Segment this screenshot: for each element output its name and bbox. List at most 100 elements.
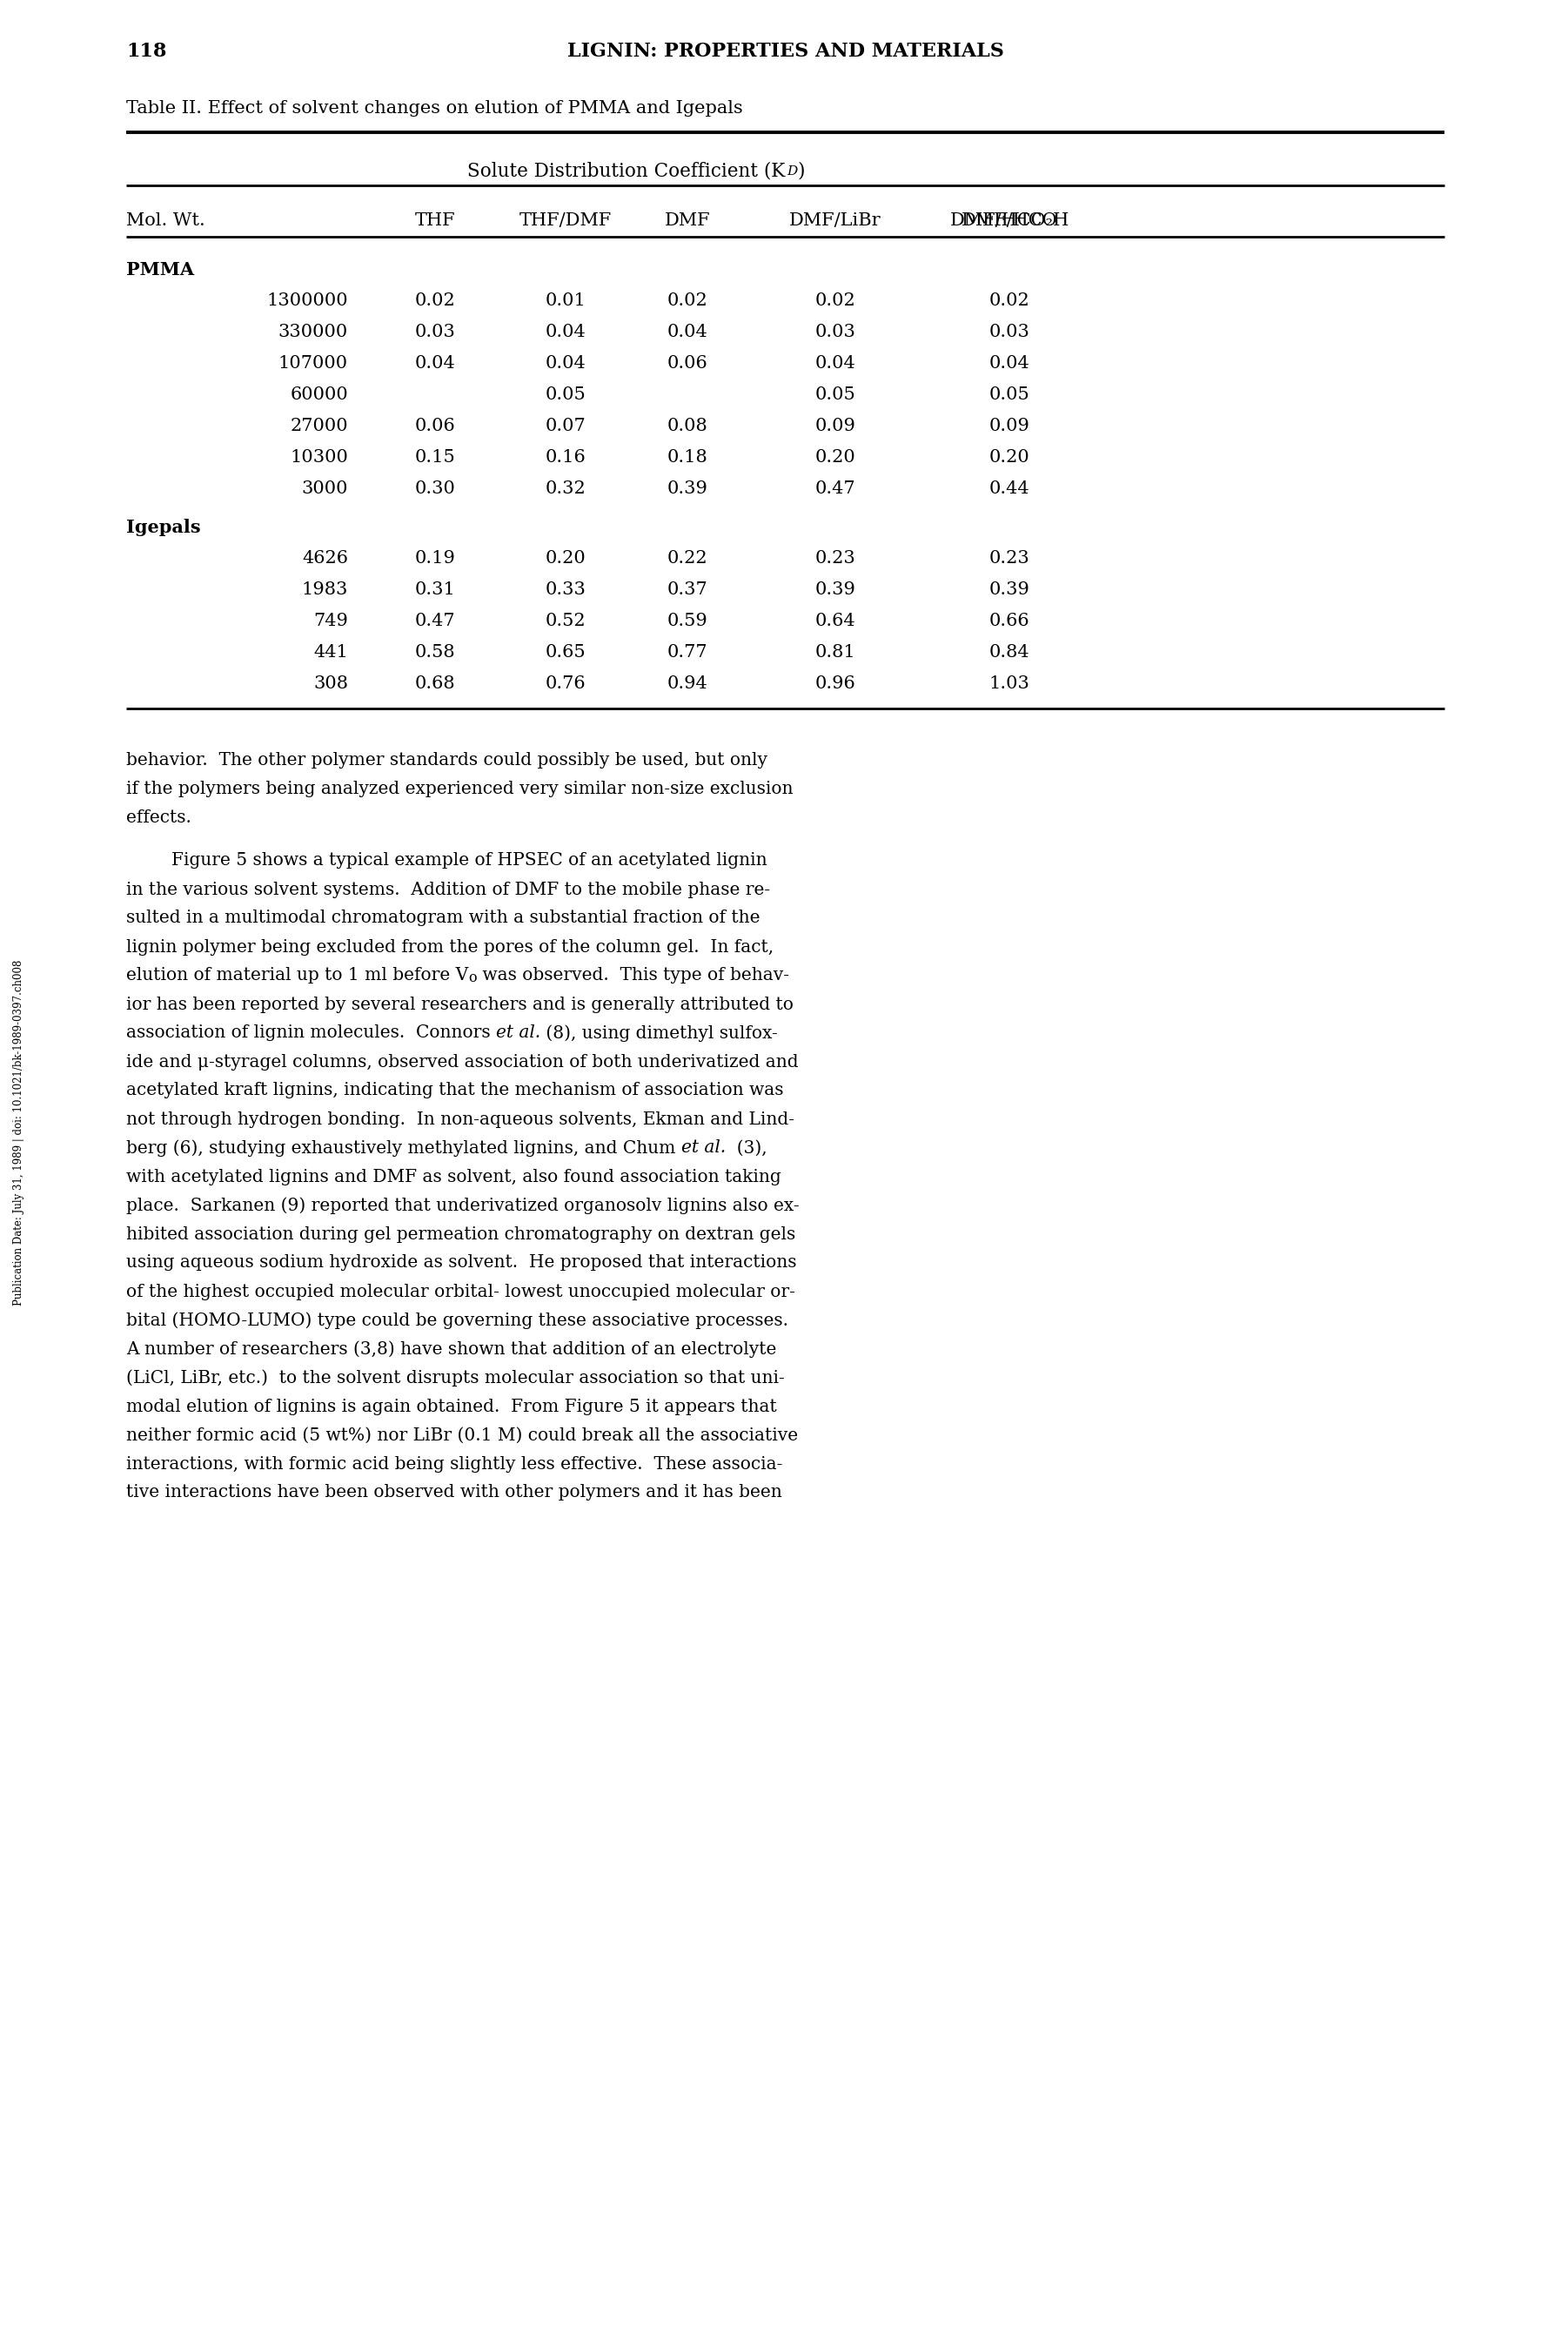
Text: 0.20: 0.20	[815, 449, 856, 465]
Text: if the polymers being analyzed experienced very similar non-size exclusion: if the polymers being analyzed experienc…	[125, 780, 793, 797]
Text: 0.76: 0.76	[546, 674, 586, 691]
Text: 0.23: 0.23	[815, 550, 856, 566]
Text: A number of researchers (3,8) have shown that addition of an electrolyte: A number of researchers (3,8) have shown…	[125, 1342, 776, 1358]
Text: 330000: 330000	[278, 324, 348, 341]
Text: THF: THF	[416, 212, 455, 228]
Text: 118: 118	[125, 42, 166, 61]
Text: association of lignin molecules.  Connors: association of lignin molecules. Connors	[125, 1025, 495, 1041]
Text: bital (HOMO-LUMO) type could be governing these associative processes.: bital (HOMO-LUMO) type could be governin…	[125, 1311, 789, 1330]
Text: neither formic acid (5 wt%) nor LiBr (0.1 M) could break all the associative: neither formic acid (5 wt%) nor LiBr (0.…	[125, 1426, 798, 1443]
Text: 0.04: 0.04	[989, 355, 1030, 371]
Text: 0.02: 0.02	[989, 291, 1030, 308]
Text: DMF: DMF	[665, 212, 710, 228]
Text: 0.30: 0.30	[414, 479, 455, 496]
Text: 308: 308	[314, 674, 348, 691]
Text: 0.39: 0.39	[815, 580, 856, 597]
Text: 0.06: 0.06	[414, 418, 455, 435]
Text: ior has been reported by several researchers and is generally attributed to: ior has been reported by several researc…	[125, 996, 793, 1013]
Text: Table II. Effect of solvent changes on elution of PMMA and Igepals: Table II. Effect of solvent changes on e…	[125, 101, 743, 118]
Text: DMF/HCO₂H: DMF/HCO₂H	[950, 212, 1069, 228]
Text: 0.16: 0.16	[546, 449, 586, 465]
Text: 0.02: 0.02	[815, 291, 856, 308]
Text: 0.77: 0.77	[666, 644, 707, 660]
Text: 0.33: 0.33	[546, 580, 586, 597]
Text: 27000: 27000	[290, 418, 348, 435]
Text: et al.: et al.	[495, 1025, 541, 1041]
Text: THF/DMF: THF/DMF	[519, 212, 612, 228]
Text: 0.81: 0.81	[815, 644, 856, 660]
Text: 0.09: 0.09	[815, 418, 856, 435]
Text: 1983: 1983	[301, 580, 348, 597]
Text: elution of material up to 1 ml before V: elution of material up to 1 ml before V	[125, 968, 469, 985]
Text: 0.15: 0.15	[414, 449, 455, 465]
Text: 0.58: 0.58	[416, 644, 455, 660]
Text: in the various solvent systems.  Addition of DMF to the mobile phase re-: in the various solvent systems. Addition…	[125, 881, 770, 898]
Text: 0.03: 0.03	[815, 324, 856, 341]
Text: 0.20: 0.20	[989, 449, 1030, 465]
Text: 0.05: 0.05	[989, 385, 1030, 402]
Text: of the highest occupied molecular orbital- lowest unoccupied molecular or-: of the highest occupied molecular orbita…	[125, 1283, 795, 1300]
Text: 0.59: 0.59	[666, 613, 707, 630]
Text: 0.03: 0.03	[414, 324, 455, 341]
Text: 0.66: 0.66	[989, 613, 1030, 630]
Text: ide and μ-styragel columns, observed association of both underivatized and: ide and μ-styragel columns, observed ass…	[125, 1053, 798, 1069]
Text: 0.04: 0.04	[546, 324, 586, 341]
Text: 3000: 3000	[301, 479, 348, 496]
Text: with acetylated lignins and DMF as solvent, also found association taking: with acetylated lignins and DMF as solve…	[125, 1168, 781, 1184]
Text: 0.01: 0.01	[546, 291, 586, 308]
Text: 0.37: 0.37	[666, 580, 707, 597]
Text: et al.: et al.	[681, 1140, 726, 1156]
Text: LIGNIN: PROPERTIES AND MATERIALS: LIGNIN: PROPERTIES AND MATERIALS	[568, 42, 1004, 61]
Text: 0.20: 0.20	[546, 550, 586, 566]
Text: lignin polymer being excluded from the pores of the column gel.  In fact,: lignin polymer being excluded from the p…	[125, 938, 773, 954]
Text: 0.39: 0.39	[666, 479, 707, 496]
Text: 0.31: 0.31	[414, 580, 455, 597]
Text: 0.02: 0.02	[666, 291, 707, 308]
Text: 0.19: 0.19	[414, 550, 455, 566]
Text: effects.: effects.	[125, 808, 191, 825]
Text: Publication Date: July 31, 1989 | doi: 10.1021/bk-1989-0397.ch008: Publication Date: July 31, 1989 | doi: 1…	[14, 959, 25, 1307]
Text: behavior.  The other polymer standards could possibly be used, but only: behavior. The other polymer standards co…	[125, 752, 767, 768]
Text: 0.03: 0.03	[989, 324, 1030, 341]
Text: sulted in a multimodal chromatogram with a substantial fraction of the: sulted in a multimodal chromatogram with…	[125, 909, 760, 926]
Text: 0.09: 0.09	[989, 418, 1030, 435]
Text: 0.23: 0.23	[989, 550, 1030, 566]
Text: Solute Distribution Coefficient (K: Solute Distribution Coefficient (K	[467, 162, 786, 181]
Text: 0.02: 0.02	[414, 291, 455, 308]
Text: 1.03: 1.03	[989, 674, 1030, 691]
Text: (LiCl, LiBr, etc.)  to the solvent disrupts molecular association so that uni-: (LiCl, LiBr, etc.) to the solvent disrup…	[125, 1370, 784, 1386]
Text: 4626: 4626	[303, 550, 348, 566]
Text: 0.05: 0.05	[815, 385, 856, 402]
Text: modal elution of lignins is again obtained.  From Figure 5 it appears that: modal elution of lignins is again obtain…	[125, 1398, 776, 1415]
Text: 0.84: 0.84	[989, 644, 1030, 660]
Text: 0.22: 0.22	[666, 550, 707, 566]
Text: 0.94: 0.94	[666, 674, 707, 691]
Text: 0.39: 0.39	[989, 580, 1030, 597]
Text: 0.07: 0.07	[546, 418, 586, 435]
Text: 0.64: 0.64	[815, 613, 856, 630]
Text: D: D	[787, 165, 798, 179]
Text: place.  Sarkanen (9) reported that underivatized organosolv lignins also ex-: place. Sarkanen (9) reported that underi…	[125, 1196, 800, 1215]
Text: ): )	[798, 162, 804, 181]
Text: 0.04: 0.04	[546, 355, 586, 371]
Text: using aqueous sodium hydroxide as solvent.  He proposed that interactions: using aqueous sodium hydroxide as solven…	[125, 1255, 797, 1271]
Text: 749: 749	[314, 613, 348, 630]
Text: 10300: 10300	[290, 449, 348, 465]
Text: 0.08: 0.08	[666, 418, 707, 435]
Text: 0.47: 0.47	[815, 479, 856, 496]
Text: Igepals: Igepals	[125, 519, 201, 536]
Text: 0.68: 0.68	[416, 674, 455, 691]
Text: not through hydrogen bonding.  In non-aqueous solvents, Ekman and Lind-: not through hydrogen bonding. In non-aqu…	[125, 1112, 795, 1128]
Text: DMF/LiBr: DMF/LiBr	[789, 212, 881, 228]
Text: DMF/HCO: DMF/HCO	[961, 212, 1057, 228]
Text: (8), using dimethyl sulfox-: (8), using dimethyl sulfox-	[541, 1025, 778, 1041]
Text: was observed.  This type of behav-: was observed. This type of behav-	[477, 968, 789, 985]
Text: 0.04: 0.04	[666, 324, 707, 341]
Text: 60000: 60000	[290, 385, 348, 402]
Text: Mol. Wt.: Mol. Wt.	[125, 212, 205, 228]
Text: 0.32: 0.32	[546, 479, 586, 496]
Text: berg (6), studying exhaustively methylated lignins, and Chum: berg (6), studying exhaustively methylat…	[125, 1140, 681, 1156]
Text: o: o	[469, 971, 477, 985]
Text: acetylated kraft lignins, indicating that the mechanism of association was: acetylated kraft lignins, indicating tha…	[125, 1083, 784, 1100]
Text: tive interactions have been observed with other polymers and it has been: tive interactions have been observed wit…	[125, 1485, 782, 1502]
